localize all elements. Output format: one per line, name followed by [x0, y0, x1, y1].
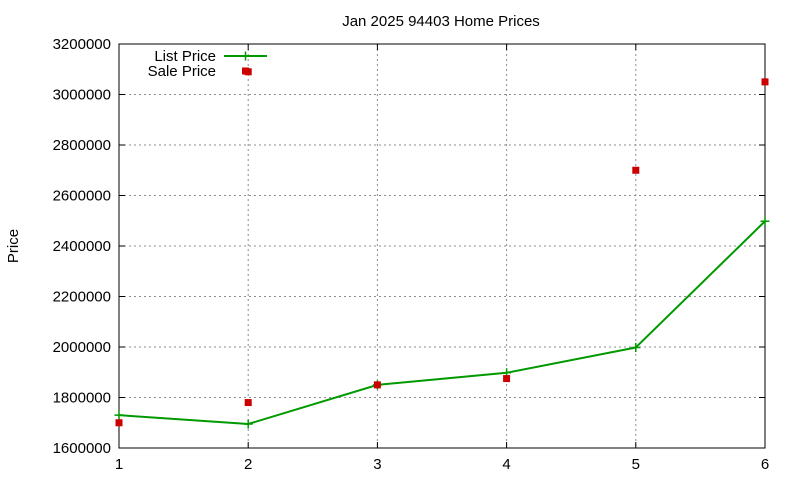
list-price-point-shape	[760, 216, 770, 226]
y-tick-label: 1800000	[53, 390, 111, 407]
sale-price-point	[373, 381, 381, 389]
legend-marker-list-price-shape	[241, 51, 250, 61]
x-tick-label: 6	[761, 456, 769, 473]
list-price-point	[243, 419, 253, 429]
y-tick-label: 2200000	[53, 289, 111, 306]
y-tick-label: 2600000	[53, 188, 111, 205]
list-price-point-shape	[114, 410, 124, 420]
sale-price-point	[503, 375, 511, 383]
x-tick-label: 3	[373, 456, 381, 473]
x-tick-label: 5	[632, 456, 640, 473]
list-price-point-shape	[631, 343, 641, 353]
axis-ticks: 1600000 1800000 2000000 2200000 2400000 26000…	[53, 36, 770, 473]
list-price-point	[114, 410, 124, 420]
sale-price-point	[632, 166, 640, 174]
x-tick-label: 2	[244, 456, 252, 473]
legend-marker-sale-price	[242, 67, 249, 75]
sale-price-point	[244, 399, 252, 407]
y-tick-label: 1600000	[53, 440, 111, 457]
legend-label-list-price: List Price	[154, 48, 216, 65]
y-tick-label: 3200000	[53, 36, 111, 53]
sale-price-point	[115, 419, 123, 427]
y-tick-label: 2800000	[53, 137, 111, 154]
y-tick-label: 2000000	[53, 339, 111, 356]
legend-label-sale-price: Sale Price	[148, 63, 216, 80]
list-price-point	[760, 216, 770, 226]
legend: List Price Sale Price	[148, 48, 267, 80]
sale-price-point	[761, 78, 769, 86]
legend-marker-list-price	[241, 51, 250, 61]
list-price-point	[631, 343, 641, 353]
list-price-point-shape	[243, 419, 253, 429]
y-axis-label: Price	[5, 229, 22, 263]
series-line-list-price	[118, 220, 766, 426]
y-tick-label: 2400000	[53, 238, 111, 255]
x-tick-label: 1	[115, 456, 123, 473]
y-tick-label: 3000000	[53, 87, 111, 104]
x-tick-label: 4	[502, 456, 510, 473]
chart-title: Jan 2025 94403 Home Prices	[342, 13, 540, 30]
